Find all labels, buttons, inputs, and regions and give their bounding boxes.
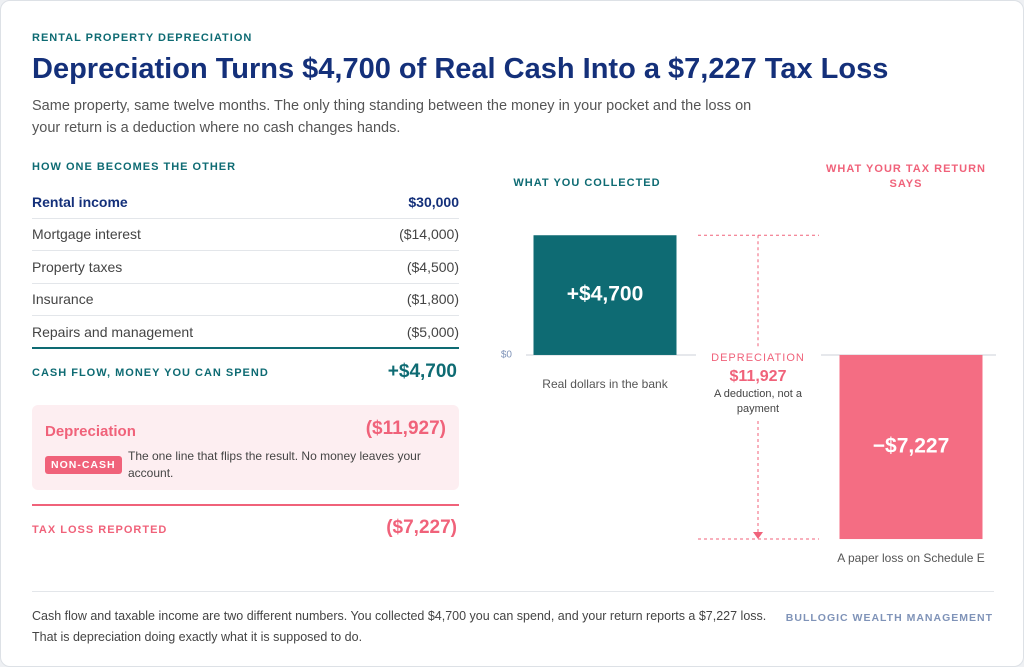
non-cash-tag: NON-CASH: [45, 456, 122, 474]
subtitle: Same property, same twelve months. The o…: [32, 98, 752, 136]
eyebrow: RENTAL PROPERTY DEPRECIATION: [32, 32, 253, 44]
bar: [839, 354, 983, 540]
tax-loss-label: TAX LOSS REPORTED: [32, 524, 168, 536]
annotation-note: A deduction, not a payment: [703, 387, 813, 417]
row-value: ($14,000): [399, 226, 459, 243]
table-row: Property taxes ($4,500): [32, 251, 459, 284]
row-value: ($5,000): [406, 323, 459, 340]
chart: $0 +$4,700 −$7,227: [501, 234, 996, 540]
divider: [32, 591, 994, 592]
row-label: Mortgage interest: [32, 226, 141, 243]
arrow-head: [753, 532, 763, 540]
depreciation-note: The one line that flips the result. No m…: [128, 449, 421, 480]
table-row: Mortgage interest ($14,000): [32, 218, 459, 252]
cash-flow-label: CASH FLOW, MONEY YOU CAN SPEND: [32, 367, 269, 379]
table-row: Rental income $30,000: [32, 186, 459, 219]
bar-caption: A paper loss on Schedule E: [837, 551, 985, 565]
divider: [32, 504, 459, 506]
table-row: Repairs and management ($5,000): [32, 316, 459, 349]
y-tick-label: $0: [501, 350, 513, 361]
depreciation-value: ($11,927): [365, 418, 446, 439]
row-value: $30,000: [408, 194, 459, 210]
depreciation-box: Depreciation ($11,927) NON-CASH The one …: [32, 405, 459, 490]
divider: [32, 347, 459, 349]
title: Depreciation Turns $4,700 of Real Cash I…: [32, 53, 889, 85]
bar-caption: Real dollars in the bank: [542, 377, 668, 391]
bar-value-label: −$7,227: [873, 435, 950, 458]
bar: [533, 235, 677, 355]
table-heading: HOW ONE BECOMES THE OTHER: [32, 161, 237, 173]
depreciation-label: Depreciation: [45, 423, 136, 440]
tax-loss-value: ($7,227): [386, 517, 457, 538]
column-heading: WHAT YOUR TAX RETURN SAYS: [826, 163, 986, 190]
bar-value-label: +$4,700: [567, 283, 644, 306]
row-label: Rental income: [32, 194, 128, 210]
row-value: ($1,800): [406, 291, 459, 308]
annotation-label: DEPRECIATION: [711, 352, 805, 364]
row-label: Property taxes: [32, 258, 123, 275]
footer-text: Cash flow and taxable income are two dif…: [32, 609, 767, 644]
row-label: Repairs and management: [32, 323, 194, 340]
cash-flow-value: +$4,700: [387, 361, 457, 382]
brand: BULLOGIC WEALTH MANAGEMENT: [785, 612, 993, 624]
row-value: ($4,500): [406, 258, 459, 275]
column-heading: WHAT YOU COLLECTED: [513, 177, 661, 189]
row-label: Insurance: [32, 291, 94, 308]
annotation-value: $11,927: [729, 368, 787, 385]
table-row: Insurance ($1,800): [32, 283, 459, 317]
